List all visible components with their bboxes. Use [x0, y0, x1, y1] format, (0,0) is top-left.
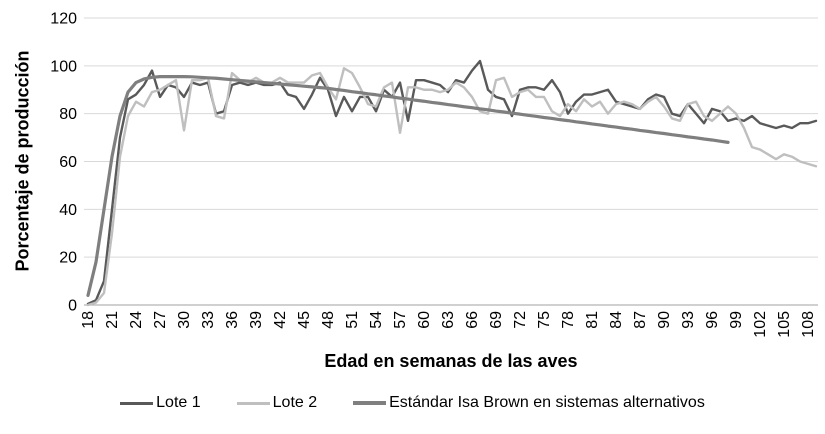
x-tick-label: 63 — [440, 311, 457, 329]
legend-label: Lote 1 — [156, 394, 201, 411]
x-tick-label: 87 — [632, 311, 649, 329]
x-tick-label: 39 — [248, 311, 265, 329]
legend-label: Lote 2 — [272, 394, 318, 411]
y-tick-label: 40 — [59, 202, 77, 219]
series-line-lote-1 — [86, 59, 818, 306]
y-tick-label: 60 — [59, 154, 77, 171]
x-tick-label: 57 — [392, 311, 409, 329]
legend-label: Estándar Isa Brown en sistemas alternati… — [389, 394, 705, 411]
x-tick-label: 108 — [800, 311, 817, 338]
x-tick-label: 30 — [176, 311, 193, 329]
legend-item-lote-2: Lote 2 — [236, 394, 318, 412]
legend-item-lote-1: Lote 1 — [120, 394, 201, 412]
y-tick-label: 120 — [50, 11, 77, 28]
x-tick-label: 102 — [752, 311, 769, 338]
x-tick-label: 45 — [296, 311, 313, 329]
x-tick-label: 93 — [680, 311, 697, 329]
x-tick-label: 21 — [104, 311, 121, 329]
x-tick-label: 51 — [344, 311, 361, 329]
x-tick-label: 36 — [224, 311, 241, 329]
x-tick-label: 42 — [272, 311, 289, 329]
x-tick-label: 18 — [80, 311, 97, 329]
legend: Lote 1 Lote 2 Estándar Isa Brown en sistem… — [0, 394, 825, 412]
x-tick-label: 81 — [584, 311, 601, 329]
series-line-lote-2 — [86, 67, 818, 307]
x-tick-label: 75 — [536, 311, 553, 329]
x-tick-label: 78 — [560, 311, 577, 329]
x-tick-label: 24 — [128, 311, 145, 329]
x-tick-label: 84 — [608, 311, 625, 329]
legend-line-swatch — [353, 401, 387, 405]
y-tick-label: 20 — [59, 250, 77, 267]
x-tick-label: 48 — [320, 311, 337, 329]
x-axis-title: Edad en semanas de las aves — [324, 351, 578, 371]
x-tick-label: 33 — [200, 311, 217, 329]
x-tick-label: 60 — [416, 311, 433, 329]
legend-line-swatch — [236, 401, 270, 405]
x-tick-label: 69 — [488, 311, 505, 329]
x-tick-label: 54 — [368, 311, 385, 329]
legend-line-swatch — [120, 401, 154, 405]
y-tick-label: 0 — [68, 298, 77, 315]
x-tick-label: 66 — [464, 311, 481, 329]
x-tick-label: 72 — [512, 311, 529, 329]
series-line-est-ndar-isa-brown-en-sistemas-alternativos — [86, 74, 730, 298]
x-tick-label: 96 — [704, 311, 721, 329]
x-tick-label: 99 — [728, 311, 745, 329]
x-tick-label: 90 — [656, 311, 673, 329]
y-tick-label: 80 — [59, 106, 77, 123]
legend-item-est-ndar-isa-brown-en-sistemas-alternativos: Estándar Isa Brown en sistemas alternati… — [353, 394, 705, 412]
y-tick-label: 100 — [50, 58, 77, 75]
x-tick-label: 27 — [152, 311, 169, 329]
x-tick-label: 105 — [776, 311, 793, 338]
